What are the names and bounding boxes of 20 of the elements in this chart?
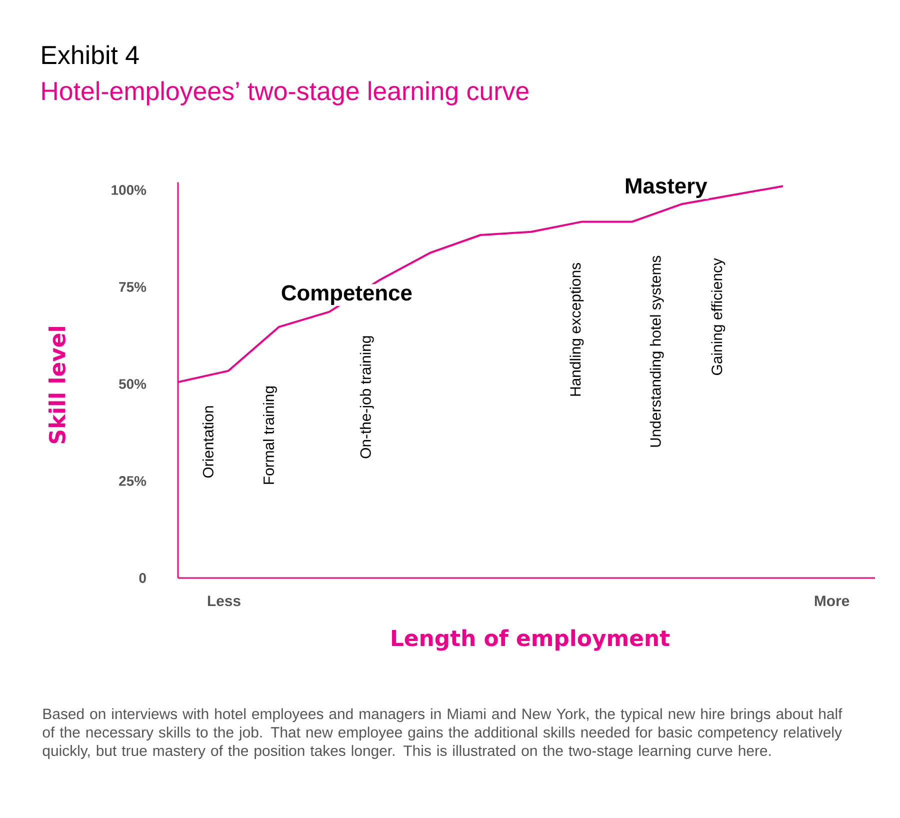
- y-tick-label: 50%: [118, 379, 146, 389]
- y-axis-title: Skill level: [48, 327, 66, 444]
- y-tick-label: 100%: [112, 185, 146, 195]
- annotation: Orientation: [202, 406, 214, 478]
- chart-title: Exhibit 4: [42, 45, 139, 64]
- annotation: On-the-job training: [360, 336, 374, 458]
- annotation: Gaining efficiency: [711, 258, 726, 375]
- text: Less: [208, 596, 240, 606]
- annotation: Formal training: [263, 386, 277, 484]
- y-tick-label: 0: [139, 573, 146, 583]
- x-axis-title: Length of employment: [392, 629, 670, 651]
- annotation: Handling exceptions: [570, 262, 584, 396]
- chart-subtitle: Hotel-employees’ two-stage learning curve: [42, 81, 528, 106]
- annotation: Mastery: [626, 178, 708, 198]
- y-tick-label: 25%: [119, 476, 146, 486]
- y-tick-label: 75%: [119, 282, 146, 292]
- annotation: Competence: [282, 285, 412, 305]
- text: Based on interviews with hotel employees and managers in Miami and New York, the typical new hire brings about half of the necessary skills to the job. That new employee gains the additional skills needed for basic competency relatively quickly, but true mastery of the position takes longer. This is illustrated on the two-stage learning curve here.: [42, 708, 842, 759]
- annotation: Understanding hotel systems: [650, 256, 664, 447]
- text: More: [814, 596, 850, 606]
